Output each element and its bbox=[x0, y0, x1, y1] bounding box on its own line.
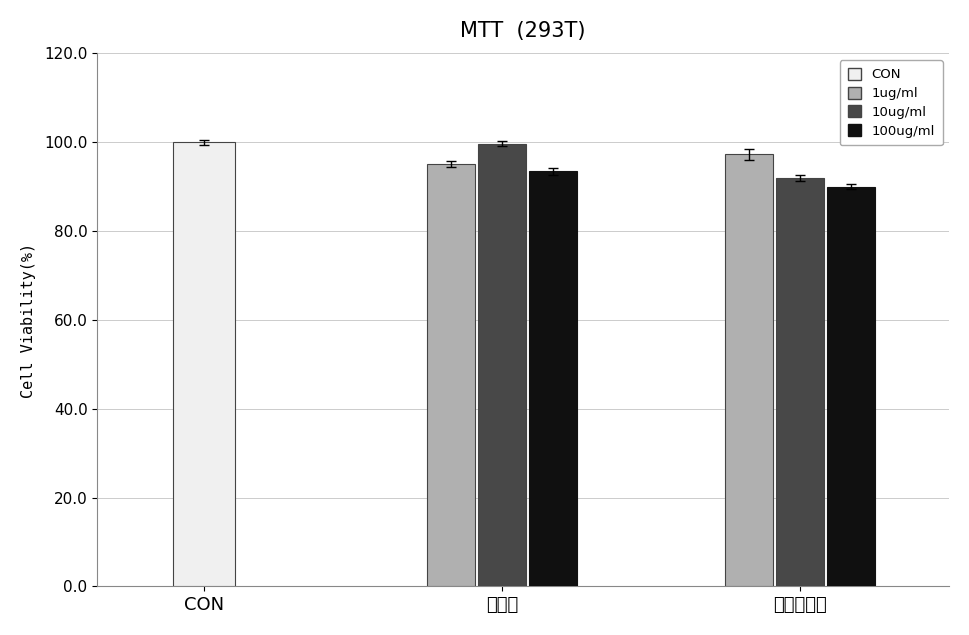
Y-axis label: Cell Viability(%): Cell Viability(%) bbox=[20, 243, 36, 398]
Bar bbox=[172, 142, 234, 587]
Bar bbox=[827, 187, 874, 587]
Bar bbox=[478, 144, 525, 587]
Title: MTT  (293T): MTT (293T) bbox=[460, 21, 585, 41]
Bar bbox=[775, 178, 824, 587]
Legend: CON, 1ug/ml, 10ug/ml, 100ug/ml: CON, 1ug/ml, 10ug/ml, 100ug/ml bbox=[839, 60, 942, 145]
Bar bbox=[528, 171, 577, 587]
Bar bbox=[724, 154, 772, 587]
Bar bbox=[426, 164, 474, 587]
